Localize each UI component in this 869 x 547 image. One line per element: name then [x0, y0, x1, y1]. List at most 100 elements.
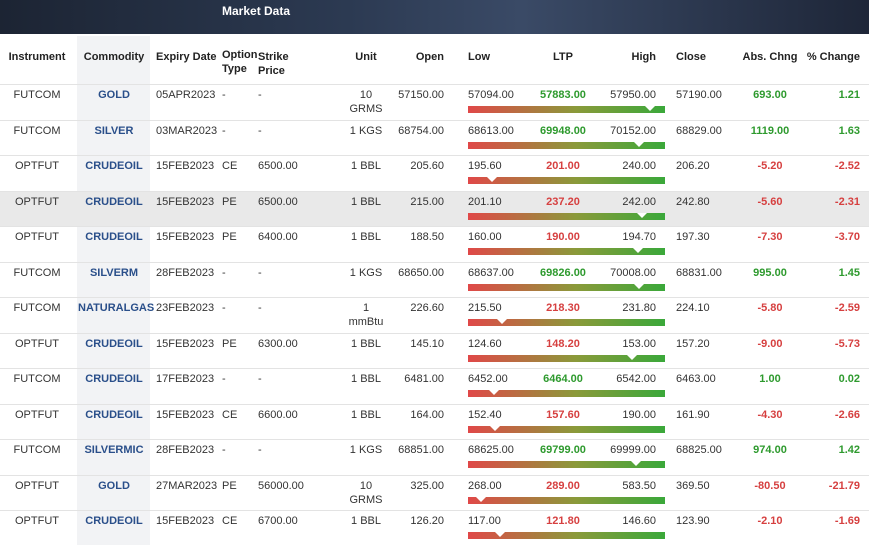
- column-header[interactable]: Open: [415, 51, 444, 63]
- commodity[interactable]: SILVER: [94, 124, 134, 137]
- column-header[interactable]: Unit: [355, 51, 377, 63]
- commodity[interactable]: SILVERMIC: [84, 444, 144, 456]
- unit: 10 GRMS: [349, 89, 383, 115]
- close: 68831.00: [676, 266, 722, 279]
- unit: 1 BBL: [351, 231, 381, 243]
- page-title: Market Data: [222, 4, 291, 18]
- high: 231.80: [622, 302, 656, 314]
- range-bar: [468, 532, 665, 539]
- table-row: [0, 84, 869, 121]
- commodity[interactable]: CRUDEOIL: [85, 231, 143, 243]
- table-row: [0, 368, 869, 405]
- open: 68851.00: [398, 444, 444, 456]
- ltp: 69799.00: [540, 444, 586, 456]
- column-header[interactable]: % Change: [806, 51, 860, 63]
- commodity[interactable]: SILVERM: [89, 266, 139, 279]
- option-type: -: [222, 444, 226, 456]
- ltp: 289.00: [546, 479, 580, 492]
- open: 6481.00: [404, 373, 444, 385]
- ltp: 69826.00: [540, 266, 586, 279]
- ltp: 57883.00: [540, 89, 586, 101]
- column-header[interactable]: Strike Price: [258, 51, 289, 77]
- instrument: OPTFUT: [15, 479, 59, 492]
- close: 57190.00: [676, 89, 722, 101]
- option-type: -: [222, 124, 226, 137]
- ltp: 6464.00: [543, 373, 583, 385]
- option-type: PE: [222, 195, 237, 208]
- ltp: 218.30: [546, 302, 580, 314]
- commodity[interactable]: NATURALGAS: [78, 302, 155, 314]
- ltp: 121.80: [546, 515, 580, 527]
- unit: 10 GRMS: [349, 479, 383, 506]
- commodity[interactable]: CRUDEOIL: [85, 515, 143, 527]
- column-header[interactable]: Option Type: [222, 49, 258, 75]
- open: 188.50: [410, 231, 444, 243]
- open: 68650.00: [398, 266, 444, 279]
- column-header[interactable]: Instrument: [8, 51, 66, 63]
- high: 70152.00: [610, 124, 656, 137]
- ltp-marker: [644, 106, 655, 111]
- commodity[interactable]: GOLD: [98, 479, 130, 492]
- range-bar: [468, 141, 665, 149]
- column-header[interactable]: Abs. Chng: [742, 51, 798, 63]
- column-header[interactable]: High: [631, 51, 656, 63]
- high: 153.00: [622, 337, 656, 350]
- expiry-date: 15FEB2023: [156, 195, 215, 208]
- instrument: FUTCOM: [13, 266, 61, 279]
- commodity[interactable]: CRUDEOIL: [85, 195, 143, 208]
- abs-change: 1.00: [759, 373, 781, 385]
- column-header[interactable]: Commodity: [83, 51, 145, 63]
- expiry-date: 28FEB2023: [156, 266, 215, 279]
- table-row: [0, 226, 869, 263]
- instrument: FUTCOM: [13, 373, 61, 385]
- column-header[interactable]: Expiry Date: [156, 51, 217, 63]
- strike-price: -: [258, 302, 262, 314]
- option-type: CE: [222, 515, 238, 527]
- pct-change: -21.79: [828, 479, 860, 492]
- column-header[interactable]: LTP: [553, 51, 573, 63]
- range-bar: [468, 425, 665, 433]
- instrument: FUTCOM: [13, 444, 61, 456]
- ltp: 201.00: [546, 160, 580, 172]
- abs-change: 995.00: [753, 266, 787, 279]
- expiry-date: 03MAR2023: [156, 124, 218, 137]
- pct-change: -2.66: [834, 408, 860, 421]
- close: 68825.00: [676, 444, 722, 456]
- instrument: OPTFUT: [15, 231, 59, 243]
- ltp-marker: [486, 177, 497, 182]
- header-bar: Market Data: [0, 0, 869, 34]
- column-header[interactable]: Close: [676, 51, 706, 63]
- commodity[interactable]: CRUDEOIL: [85, 337, 143, 350]
- abs-change: -5.60: [757, 195, 783, 208]
- strike-price: 6700.00: [258, 515, 298, 527]
- pct-change: 0.02: [838, 373, 860, 385]
- column-header[interactable]: Low: [468, 51, 490, 63]
- table-row: [0, 190, 869, 227]
- ltp-marker: [636, 212, 647, 218]
- abs-change: -7.30: [757, 231, 783, 243]
- range-bar: [468, 248, 665, 255]
- open: 126.20: [410, 515, 444, 527]
- unit: 1 BBL: [351, 337, 381, 350]
- pct-change: 1.63: [838, 124, 860, 137]
- range-bar: [468, 319, 665, 326]
- instrument: OPTFUT: [15, 337, 59, 350]
- commodity[interactable]: CRUDEOIL: [85, 160, 143, 172]
- low: 57094.00: [468, 89, 514, 101]
- option-type: PE: [222, 231, 237, 243]
- commodity[interactable]: GOLD: [98, 89, 130, 101]
- commodity[interactable]: CRUDEOIL: [85, 373, 143, 385]
- range-bar: [468, 177, 665, 184]
- ltp-marker: [633, 248, 644, 253]
- open: 57150.00: [398, 89, 444, 101]
- ltp-marker: [489, 390, 500, 395]
- expiry-date: 15FEB2023: [156, 337, 215, 350]
- pct-change: 1.42: [838, 444, 860, 456]
- strike-price: 56000.00: [258, 479, 304, 492]
- abs-change: 693.00: [753, 89, 787, 101]
- instrument: OPTFUT: [15, 195, 59, 208]
- low: 215.50: [468, 302, 502, 314]
- commodity[interactable]: CRUDEOIL: [85, 408, 143, 421]
- ltp: 237.20: [546, 195, 580, 208]
- instrument: FUTCOM: [13, 124, 61, 137]
